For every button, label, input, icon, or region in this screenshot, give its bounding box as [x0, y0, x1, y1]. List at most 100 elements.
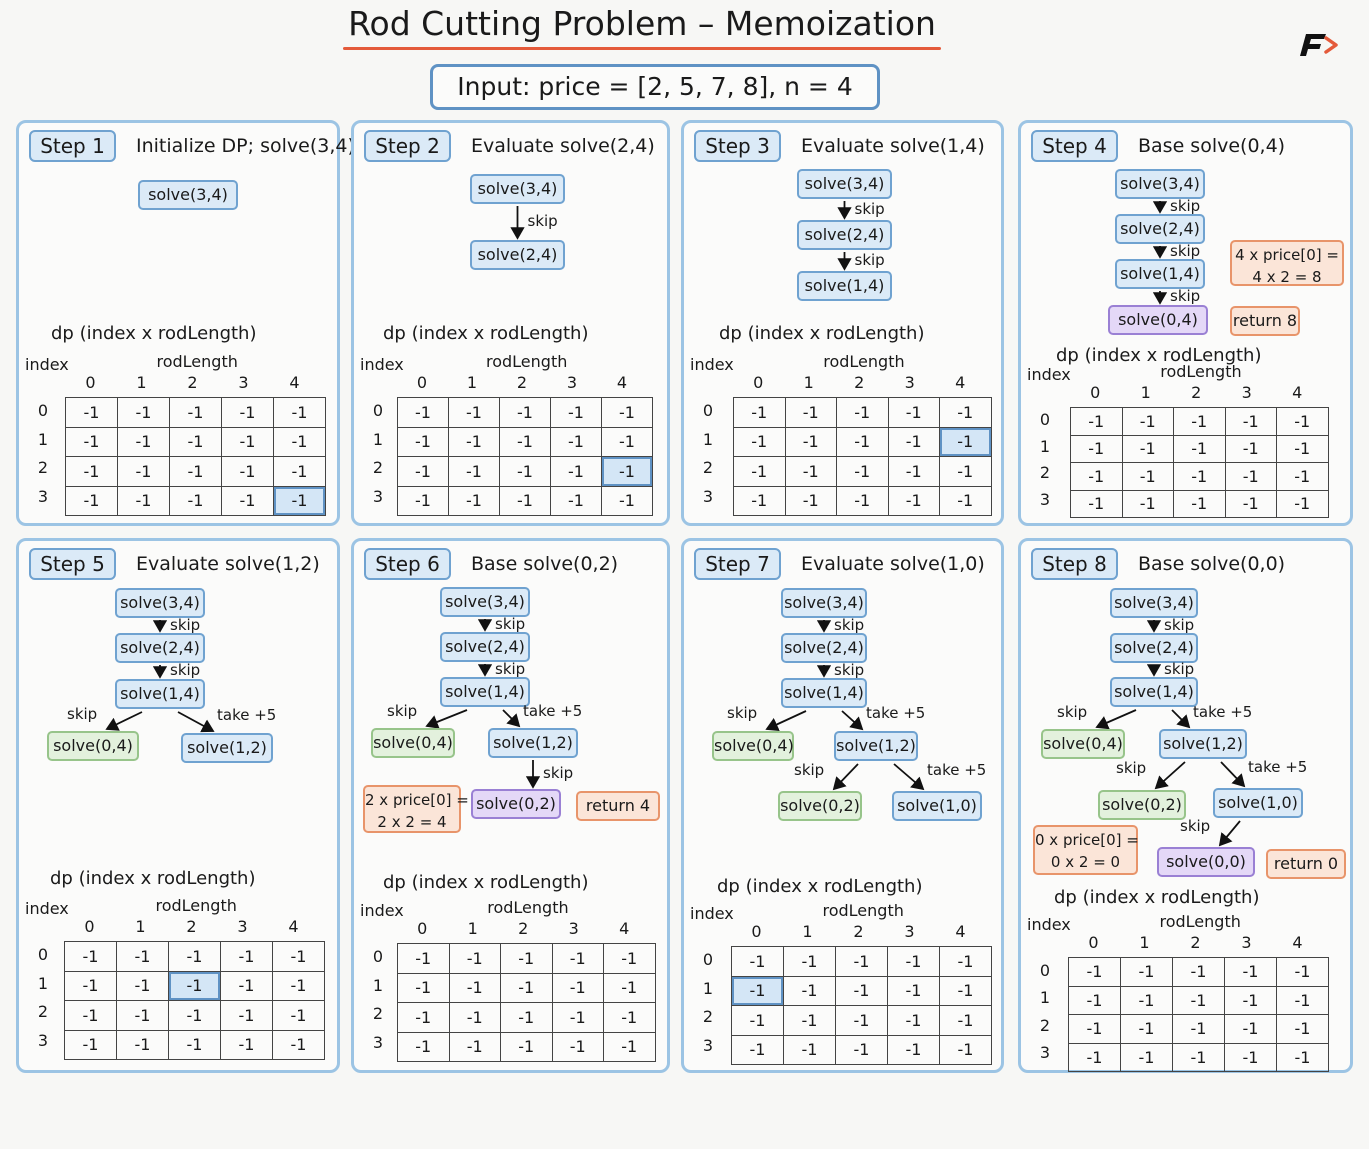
dp-title: dp (index x rodLength)	[383, 323, 589, 344]
dp-cell: -1	[1276, 489, 1329, 518]
dp-row: -1 -1 -1 -1 -1	[397, 1031, 656, 1062]
dp-cell: -1	[939, 946, 992, 977]
dp-cell: -1	[836, 485, 889, 516]
dp-table: -1 -1 -1 -1 -1 -1 -1 -1 -1 -1 -1 -1 -1 -1 -1 -1 -1 -1 -1 -1	[1070, 407, 1329, 518]
dp-cell: -1	[1224, 462, 1277, 491]
column-header: 4	[288, 917, 299, 936]
dp-cell: -1	[887, 397, 940, 428]
column-header: 2	[187, 373, 198, 392]
calc-line-2: 4 x 2 = 8	[1252, 268, 1322, 286]
dp-cell: -1	[1070, 462, 1123, 491]
index-axis-label: index	[360, 355, 404, 374]
column-header: 2	[516, 373, 528, 392]
column-header: 0	[416, 373, 428, 392]
column-header: 0	[84, 917, 95, 936]
dp-cell: -1	[731, 1034, 784, 1065]
dp-cell: -1	[1173, 407, 1226, 436]
step-panel-3: Step 3 Evaluate solve(1,4) solve(3,4) solve…	[681, 120, 1004, 526]
dp-row: -1 -1 -1 -1 -1	[731, 1005, 992, 1036]
call-tree-arrows	[510, 206, 525, 240]
dp-cell: -1	[499, 485, 551, 516]
input-box: Input: price = [2, 5, 7, 8], n = 4	[430, 64, 880, 110]
dp-row: -1 -1 -1 -1 -1	[64, 970, 325, 1001]
edge-label: take +5	[866, 704, 926, 722]
index-axis-label: index	[690, 904, 734, 923]
call-arrow	[832, 763, 859, 791]
call-node-recur: solve(3,4)	[781, 588, 867, 618]
return-value: return 0	[1266, 849, 1346, 879]
dp-cell: -1	[169, 456, 222, 487]
call-node-recur: solve(1,0)	[1213, 788, 1303, 818]
return-value: return 4	[576, 791, 660, 821]
dp-row: -1 -1 -1 -1 -1	[65, 456, 326, 487]
call-arrow	[425, 709, 468, 729]
column-header: 3	[1241, 383, 1252, 402]
dp-cell-current: -1	[168, 970, 221, 1001]
dp-cell: -1	[1120, 985, 1173, 1015]
dp-cell: -1	[783, 946, 836, 977]
dp-cell: -1	[1173, 434, 1226, 463]
call-node-recur: solve(3,4)	[797, 169, 892, 199]
dp-row: -1 -1 -1 -1 -1	[397, 1002, 656, 1033]
column-header: 3	[1241, 933, 1252, 952]
row-header: 3	[372, 1032, 384, 1052]
edge-label: skip	[1170, 241, 1201, 260]
dp-cell: -1	[397, 1002, 450, 1033]
dp-cell: -1	[397, 426, 449, 457]
index-axis-label: index	[690, 355, 734, 374]
dp-cell: -1	[550, 456, 602, 487]
dp-cell: -1	[1121, 462, 1174, 491]
edge-label: skip	[1116, 759, 1147, 777]
dp-cell: -1	[603, 1031, 656, 1062]
dp-cell: -1	[551, 1031, 604, 1062]
edge-label: skip	[1170, 196, 1201, 215]
index-axis-label: index	[1027, 915, 1071, 934]
dp-cell: -1	[499, 397, 551, 428]
column-header: 4	[1292, 933, 1303, 952]
dp-cell: -1	[784, 397, 837, 428]
edge-label: skip	[527, 212, 558, 230]
dp-cell-current: -1	[601, 456, 653, 487]
dp-cell: -1	[887, 485, 940, 516]
step-description: Base solve(0,4)	[1138, 135, 1286, 157]
dp-cell: -1	[1276, 1014, 1329, 1044]
index-axis-label: index	[1027, 365, 1071, 384]
dp-table: -1 -1 -1 -1 -1 -1 -1 -1 -1 -1 -1 -1 -1 -1 -1 -1 -1 -1 -1 -1	[731, 946, 992, 1065]
step-label: Step 2	[364, 130, 451, 162]
rodlength-axis-label: rodLength	[1160, 362, 1242, 381]
call-node-recur: solve(3,4)	[440, 587, 530, 617]
row-header: 3	[372, 486, 384, 506]
dp-cell: -1	[1276, 1042, 1329, 1072]
dp-cell: -1	[733, 397, 786, 428]
edge-label: skip	[67, 704, 98, 723]
dp-cell: -1	[221, 485, 274, 516]
dp-cell: -1	[397, 397, 449, 428]
dp-cell: -1	[117, 485, 170, 516]
row-header: 0	[702, 950, 714, 970]
dp-cell: -1	[603, 1002, 656, 1033]
call-arrow	[841, 710, 864, 731]
step-description: Base solve(0,0)	[1138, 553, 1286, 575]
edge-label: skip	[1057, 702, 1088, 721]
dp-cell: -1	[1173, 462, 1226, 491]
brand-logo-icon	[1300, 34, 1338, 56]
row-header: 1	[1039, 988, 1051, 1008]
dp-cell-current: -1	[273, 485, 326, 516]
call-node-recur: solve(2,4)	[440, 632, 530, 662]
dp-cell: -1	[1070, 407, 1123, 436]
step-panel-2: Step 2 Evaluate solve(2,4) solve(3,4) solve…	[351, 120, 670, 526]
dp-cell: -1	[887, 456, 940, 487]
dp-row: -1 -1 -1 -1 -1	[1070, 434, 1329, 463]
step-description: Evaluate solve(1,2)	[136, 553, 320, 575]
call-node-recur: solve(2,4)	[470, 240, 565, 270]
dp-cell: -1	[499, 456, 551, 487]
call-node-recur: solve(1,4)	[440, 677, 530, 707]
step-description: Evaluate solve(2,4)	[471, 135, 655, 157]
dp-cell: -1	[836, 397, 889, 428]
dp-row: -1 -1 -1 -1 -1	[1068, 1014, 1329, 1044]
dp-cell: -1	[551, 1002, 604, 1033]
dp-cell: -1	[1120, 957, 1173, 987]
dp-cell: -1	[117, 456, 170, 487]
dp-cell: -1	[784, 426, 837, 457]
dp-row: -1 -1 -1 -1 -1	[397, 943, 656, 974]
